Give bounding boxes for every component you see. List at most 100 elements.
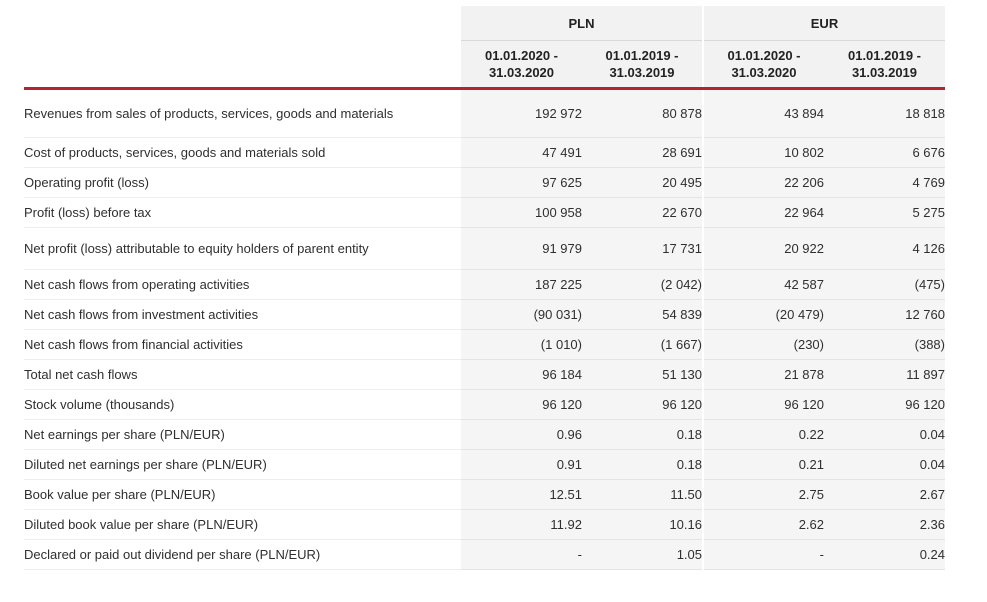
row-label: Total net cash flows (24, 359, 461, 390)
value-cell: 96 120 (702, 389, 824, 420)
row-label: Profit (loss) before tax (24, 197, 461, 228)
row-label: Net earnings per share (PLN/EUR) (24, 419, 461, 450)
value-cell: 97 625 (461, 167, 582, 198)
value-cell: (90 031) (461, 299, 582, 330)
value-cell: 11 897 (824, 359, 945, 390)
value-cell: 4 769 (824, 167, 945, 198)
period-start: 01.01.2020 - (727, 48, 801, 63)
value-cell: (20 479) (702, 299, 824, 330)
value-cell: 2.67 (824, 479, 945, 510)
row-label: Stock volume (thousands) (24, 389, 461, 420)
value-cell: 187 225 (461, 269, 582, 300)
period-end: 31.03.2020 (488, 65, 555, 80)
value-cell: 6 676 (824, 137, 945, 168)
table-row: Declared or paid out dividend per share … (24, 539, 945, 570)
table-row: Operating profit (loss) 97 625 20 495 22 20… (24, 167, 945, 198)
financial-highlights-table: PLN EUR 01.01.2020 - 31.03.2020 01.01.20… (24, 6, 945, 570)
table-row: Net earnings per share (PLN/EUR) 0.96 0.18… (24, 419, 945, 450)
value-cell: 10 802 (702, 137, 824, 168)
row-label: Declared or paid out dividend per share … (24, 539, 461, 570)
period-header-pln-2019: 01.01.2019 - 31.03.2019 (582, 40, 703, 90)
row-label: Revenues from sales of products, service… (24, 88, 461, 138)
value-cell: - (702, 539, 824, 570)
value-cell: 0.96 (461, 419, 582, 450)
period-end: 31.03.2019 (609, 65, 675, 80)
row-label: Book value per share (PLN/EUR) (24, 479, 461, 510)
value-cell: 2.62 (702, 509, 824, 540)
value-cell: 20 922 (702, 227, 824, 270)
period-header-eur-2019: 01.01.2019 - 31.03.2019 (824, 40, 945, 90)
table-row: Stock volume (thousands) 96 120 96 120 96 1… (24, 389, 945, 420)
value-cell: 11.50 (582, 479, 703, 510)
value-cell: (1 010) (461, 329, 582, 360)
value-cell: 43 894 (702, 88, 824, 138)
value-cell: 0.18 (582, 419, 703, 450)
value-cell: 0.04 (824, 449, 945, 480)
value-cell: 80 878 (582, 88, 703, 138)
value-cell: 21 878 (702, 359, 824, 390)
period-start: 01.01.2019 - (847, 48, 921, 63)
value-cell: 2.75 (702, 479, 824, 510)
period-start: 01.01.2019 - (605, 48, 679, 63)
value-cell: 0.18 (582, 449, 703, 480)
value-cell: 22 206 (702, 167, 824, 198)
value-cell: 96 120 (461, 389, 582, 420)
value-cell: 91 979 (461, 227, 582, 270)
period-end: 31.03.2019 (851, 65, 918, 80)
table-row: Net cash flows from investment activitie… (24, 299, 945, 330)
value-cell: 18 818 (824, 88, 945, 138)
row-label: Cost of products, services, goods and ma… (24, 137, 461, 168)
currency-group-eur: EUR (702, 6, 945, 41)
value-cell: 0.91 (461, 449, 582, 480)
row-label: Net cash flows from financial activities (24, 329, 461, 360)
value-cell: 100 958 (461, 197, 582, 228)
header-label-cell (24, 40, 461, 90)
period-header-eur-2020: 01.01.2020 - 31.03.2020 (702, 40, 824, 90)
period-end: 31.03.2020 (731, 65, 797, 80)
value-cell: 2.36 (824, 509, 945, 540)
table-row: Profit (loss) before tax 100 958 22 670 22 … (24, 197, 945, 228)
value-cell: 0.04 (824, 419, 945, 450)
header-row-currency: PLN EUR (24, 6, 945, 41)
row-label: Net cash flows from investment activitie… (24, 299, 461, 330)
table-row: Net profit (loss) attributable to equity… (24, 227, 945, 270)
value-cell: 0.22 (702, 419, 824, 450)
value-cell: 0.24 (824, 539, 945, 570)
value-cell: 96 120 (582, 389, 703, 420)
table-body: Revenues from sales of products, service… (24, 88, 945, 570)
value-cell: 5 275 (824, 197, 945, 228)
value-cell: 10.16 (582, 509, 703, 540)
value-cell: 47 491 (461, 137, 582, 168)
value-cell: 28 691 (582, 137, 703, 168)
value-cell: 12.51 (461, 479, 582, 510)
row-label: Diluted net earnings per share (PLN/EUR) (24, 449, 461, 480)
value-cell: (475) (824, 269, 945, 300)
value-cell: 20 495 (582, 167, 703, 198)
row-label: Net cash flows from operating activities (24, 269, 461, 300)
value-cell: (1 667) (582, 329, 703, 360)
value-cell: - (461, 539, 582, 570)
value-cell: (230) (702, 329, 824, 360)
value-cell: 1.05 (582, 539, 703, 570)
value-cell: 96 120 (824, 389, 945, 420)
value-cell: 192 972 (461, 88, 582, 138)
row-label: Operating profit (loss) (24, 167, 461, 198)
table-row: Book value per share (PLN/EUR) 12.51 11.50… (24, 479, 945, 510)
row-label: Diluted book value per share (PLN/EUR) (24, 509, 461, 540)
table-row: Cost of products, services, goods and ma… (24, 137, 945, 168)
value-cell: 12 760 (824, 299, 945, 330)
value-cell: 0.21 (702, 449, 824, 480)
table-row: Total net cash flows 96 184 51 130 21 878 11… (24, 359, 945, 390)
value-cell: 22 964 (702, 197, 824, 228)
header-row-periods: 01.01.2020 - 31.03.2020 01.01.2019 - 31.… (24, 40, 945, 90)
value-cell: (388) (824, 329, 945, 360)
value-cell: 54 839 (582, 299, 703, 330)
value-cell: 4 126 (824, 227, 945, 270)
period-header-pln-2020: 01.01.2020 - 31.03.2020 (461, 40, 582, 90)
value-cell: (2 042) (582, 269, 703, 300)
value-cell: 22 670 (582, 197, 703, 228)
table-row: Diluted book value per share (PLN/EUR) 11… (24, 509, 945, 540)
value-cell: 51 130 (582, 359, 703, 390)
period-start: 01.01.2020 - (484, 48, 558, 63)
